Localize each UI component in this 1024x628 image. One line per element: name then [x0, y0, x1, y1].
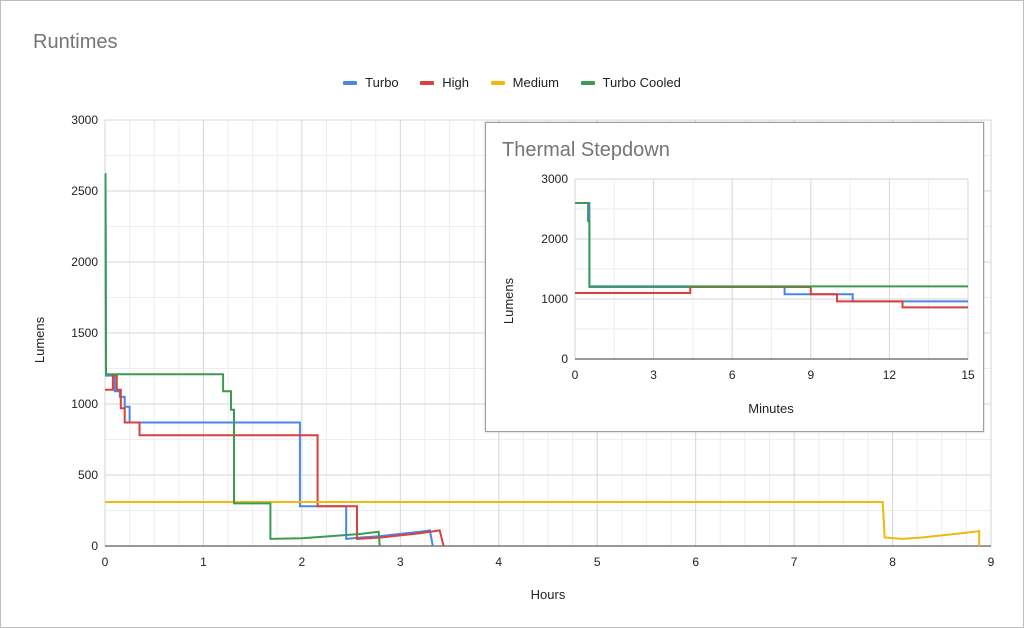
legend-swatch	[343, 80, 358, 85]
y-tick-label: 500	[78, 468, 98, 482]
series-line-high	[105, 374, 445, 547]
x-tick-label: 15	[961, 368, 975, 382]
series-line-medium	[105, 501, 981, 546]
series-line-turbo-cooled	[104, 173, 381, 547]
legend-item-turbo[interactable]: Turbo	[343, 75, 399, 90]
inset-chart-panel: Thermal Stepdown 0 3 6 9 12 15 0 1000 2000 3000 M…	[485, 122, 984, 432]
x-axis-label: Hours	[531, 587, 566, 602]
x-tick-label: 0	[572, 368, 579, 382]
legend-label: Turbo	[365, 75, 399, 90]
series-line-turbo-cooled	[575, 202, 968, 288]
y-tick-label: 2500	[71, 184, 98, 198]
legend-item-medium[interactable]: Medium	[490, 75, 559, 90]
inset-title: Thermal Stepdown	[502, 139, 670, 161]
x-tick-label: 7	[791, 555, 798, 569]
inset-series	[575, 202, 968, 309]
x-tick-label: 6	[729, 368, 736, 382]
legend-swatch	[580, 80, 595, 85]
x-tick-label: 12	[883, 368, 897, 382]
y-tick-label: 2000	[71, 255, 98, 269]
series-line-high	[575, 286, 968, 309]
x-tick-label: 6	[692, 555, 699, 569]
x-tick-label: 1	[200, 555, 207, 569]
inset-grid	[574, 178, 969, 360]
y-tick-label: 0	[91, 539, 98, 553]
x-tick-label: 8	[889, 555, 896, 569]
legend-label: Medium	[512, 75, 559, 90]
legend: Turbo High Medium Turbo Cooled	[0, 75, 1024, 90]
x-tick-label: 5	[594, 555, 601, 569]
inset-x-axis-label: Minutes	[748, 401, 794, 416]
y-tick-label: 0	[561, 352, 568, 366]
y-tick-label: 1000	[71, 397, 98, 411]
legend-swatch	[420, 80, 435, 85]
x-tick-label: 3	[397, 555, 404, 569]
x-tick-label: 9	[988, 555, 995, 569]
legend-item-turbo-cooled[interactable]: Turbo Cooled	[580, 75, 681, 90]
y-axis-label: Lumens	[32, 316, 47, 363]
inset-y-axis-label: Lumens	[501, 277, 516, 324]
legend-swatch	[490, 80, 505, 85]
legend-label: High	[442, 75, 470, 90]
y-tick-label: 1500	[71, 326, 98, 340]
y-tick-label: 3000	[71, 113, 98, 127]
y-tick-label: 2000	[541, 232, 568, 246]
x-tick-label: 4	[495, 555, 502, 569]
inset-ticks: 0 3 6 9 12 15 0 1000 2000 3000	[541, 172, 975, 382]
y-tick-label: 3000	[541, 172, 568, 186]
chart-title: Runtimes	[33, 31, 118, 53]
x-tick-label: 0	[102, 555, 109, 569]
x-tick-label: 9	[807, 368, 814, 382]
main-series	[104, 173, 981, 547]
x-tick-label: 2	[299, 555, 306, 569]
inset-chart: 0 3 6 9 12 15 0 1000 2000 3000 Minutes Lumens	[501, 172, 975, 416]
y-tick-label: 1000	[541, 292, 568, 306]
legend-item-high[interactable]: High	[420, 75, 469, 90]
x-tick-label: 3	[650, 368, 657, 382]
legend-label: Turbo Cooled	[602, 75, 681, 90]
